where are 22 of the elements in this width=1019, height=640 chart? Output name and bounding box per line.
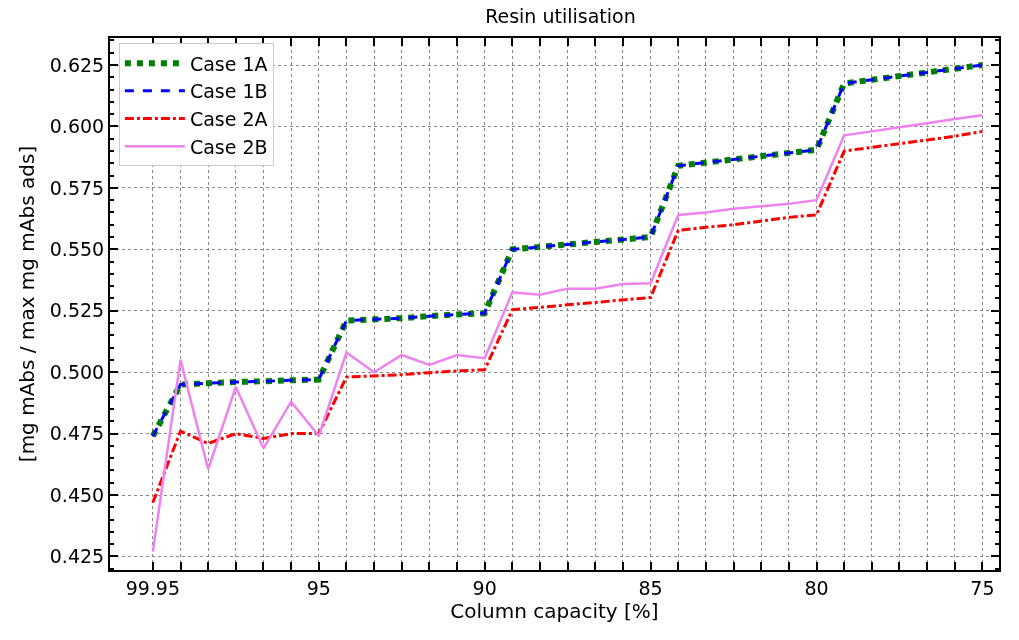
y-tick-label: 0.600 — [49, 115, 105, 138]
y-tick-label: 0.425 — [49, 545, 105, 568]
y-tick-label: 0.475 — [49, 422, 105, 445]
x-tick-label: 90 — [472, 576, 497, 599]
x-tick-label: 80 — [804, 576, 829, 599]
y-axis-title: [mg mAbs / max mg mAbs ads] — [14, 145, 39, 463]
legend-label: Case 2B — [189, 135, 268, 158]
legend-label: Case 2A — [189, 107, 268, 130]
x-tick-label: 85 — [638, 576, 663, 599]
x-tick-label: 99.95 — [125, 576, 181, 599]
y-tick-label: 0.500 — [49, 360, 105, 383]
x-tick-label: 95 — [306, 576, 331, 599]
y-tick-label: 0.625 — [49, 53, 105, 76]
chart-title: Resin utilisation — [485, 4, 636, 27]
x-tick-label: 75 — [970, 576, 995, 599]
legend-label: Case 1B — [189, 80, 268, 103]
y-tick-label: 0.450 — [49, 483, 105, 506]
legend-label: Case 1A — [189, 52, 268, 75]
y-tick-label: 0.575 — [49, 176, 105, 199]
x-axis-title: Column capacity [%] — [450, 598, 659, 623]
y-tick-label: 0.550 — [49, 237, 105, 260]
y-tick-label: 0.525 — [49, 299, 105, 322]
